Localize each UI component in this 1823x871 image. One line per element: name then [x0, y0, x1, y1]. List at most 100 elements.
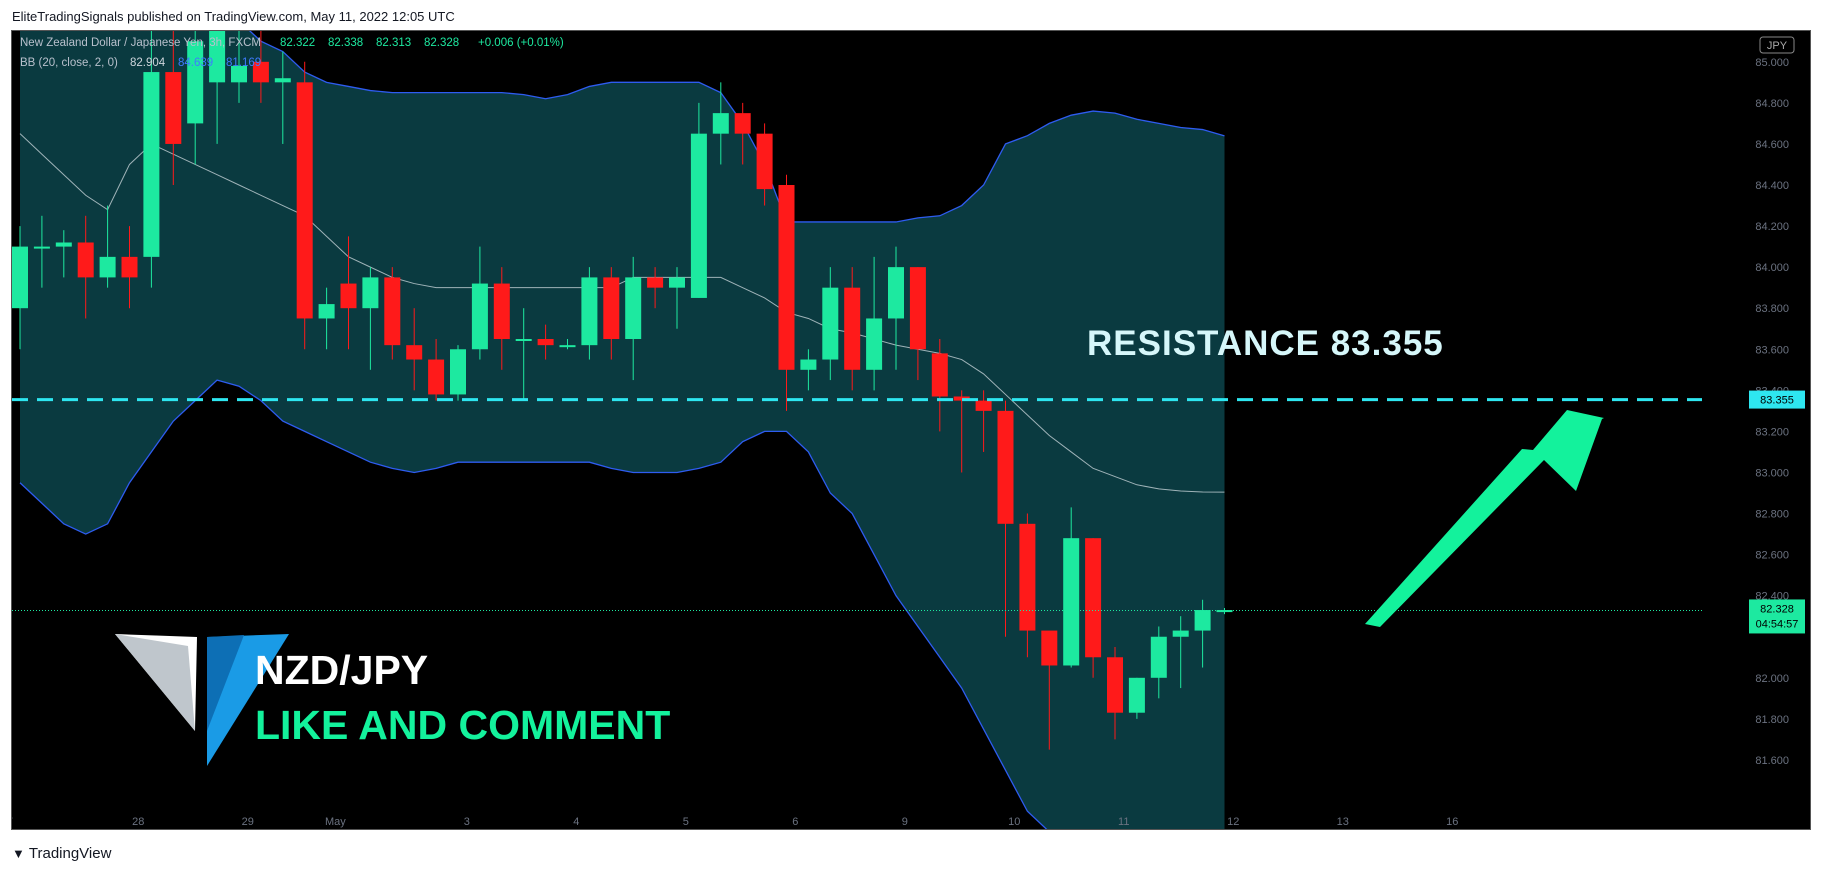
resistance-label: RESISTANCE 83.355 — [1087, 324, 1444, 363]
bollinger-band — [19, 31, 1225, 829]
candle-down — [997, 410, 1014, 524]
candle-down — [121, 256, 138, 278]
candle-down — [384, 277, 401, 346]
chart-frame[interactable]: 85.000 84.800 84.600 84.400 84.200 84.000 83.8… — [11, 30, 1811, 830]
candle-up — [471, 283, 488, 350]
candle-down — [406, 345, 423, 360]
candle-up — [99, 256, 116, 278]
candle-down — [77, 242, 94, 278]
price-tick-label: 82.000 — [1755, 673, 1789, 685]
candle-up — [1172, 630, 1189, 637]
price-tick-label: 84.200 — [1755, 221, 1789, 233]
candle-down — [603, 277, 620, 339]
pair-title: NZD/JPY — [255, 647, 428, 693]
price-tick-label: 83.600 — [1755, 344, 1789, 356]
like-comment-cta: LIKE AND COMMENT — [255, 702, 670, 748]
candle-down — [296, 82, 313, 319]
candle-down — [1107, 657, 1123, 713]
candle-down — [953, 396, 970, 401]
bb-upper-line — [248, 31, 1225, 223]
last-price-badge-label: 82.328 — [1760, 603, 1794, 615]
bb-lower-line — [19, 379, 1048, 829]
candle-down — [428, 359, 445, 395]
candle-up — [712, 113, 729, 134]
time-axis[interactable]: 27 28 29 May 3 4 5 6 9 10 11 12 13 16 — [12, 816, 1458, 828]
bb-band-fill — [20, 31, 1225, 829]
candle-down — [909, 267, 926, 350]
candle-up — [800, 359, 817, 370]
price-tick-label: 84.400 — [1755, 180, 1789, 192]
tradingview-brand[interactable]: ▼ TradingView — [12, 845, 111, 862]
bb-basis-value: 82.904 — [130, 57, 166, 69]
candle-up — [1063, 538, 1080, 666]
candle-up — [1216, 610, 1233, 613]
candle-up — [12, 246, 28, 309]
bb-indicator-label[interactable]: BB (20, close, 2, 0) — [20, 57, 118, 69]
resistance-price-badge — [1749, 390, 1805, 409]
footer: ▼ TradingView — [0, 836, 1823, 871]
bb-lower-value: 81.169 — [226, 57, 261, 69]
price-tick-label: 83.200 — [1755, 426, 1789, 438]
price-tick-label: 83.000 — [1755, 467, 1789, 479]
time-tick-label: 27 — [12, 816, 13, 828]
elite-logo — [115, 634, 289, 766]
price-chart[interactable]: 85.000 84.800 84.600 84.400 84.200 84.000 83.8… — [12, 31, 1811, 830]
time-tick-label: 3 — [464, 816, 470, 828]
candle-up — [143, 72, 160, 257]
ohlc-change: +0.006 (+0.01%) — [478, 37, 564, 49]
time-tick-label: 28 — [132, 816, 144, 828]
resistance-price-badge-label: 83.355 — [1760, 395, 1794, 407]
candle-up — [209, 31, 226, 83]
time-tick-label: 10 — [1008, 816, 1020, 828]
candle-down — [340, 283, 357, 309]
candle-up — [274, 78, 291, 83]
time-tick-label: May — [325, 816, 346, 828]
publish-info: EliteTradingSignals published on Trading… — [12, 9, 455, 24]
symbol-label[interactable]: New Zealand Dollar / Japanese Yen, 3h, F… — [20, 37, 261, 49]
target-arrow-icon — [1365, 410, 1604, 627]
candle-down — [537, 339, 554, 346]
tradingview-brand-label: TradingView — [28, 845, 112, 862]
price-tick-label: 82.600 — [1755, 550, 1789, 562]
time-tick-label: 11 — [1118, 816, 1129, 828]
candle-up — [866, 318, 883, 370]
candle-up — [690, 133, 707, 298]
candle-up — [581, 277, 598, 346]
candle-up — [822, 287, 839, 360]
candle-up — [231, 65, 247, 83]
candle-up — [1194, 610, 1211, 631]
price-tick-label: 81.600 — [1755, 755, 1789, 767]
time-tick-label: 29 — [242, 816, 254, 828]
tradingview-logo-icon: ▼ — [12, 846, 25, 861]
bb-basis-line — [19, 133, 1225, 493]
bb-upper-value: 84.639 — [178, 57, 213, 69]
time-tick-label: 5 — [683, 816, 689, 828]
last-price-badge — [1749, 599, 1805, 634]
candle-up — [1128, 677, 1145, 713]
candle-down — [1085, 538, 1102, 658]
ohlc-close: 82.328 — [424, 37, 459, 49]
ohlc-high: 82.338 — [328, 37, 363, 49]
candle-up — [187, 41, 204, 124]
currency-badge-label: JPY — [1767, 40, 1788, 52]
candle-down — [756, 133, 773, 190]
price-tick-label: 84.600 — [1755, 139, 1789, 151]
currency-badge[interactable]: JPY — [1759, 36, 1795, 54]
price-tick-label: 82.800 — [1755, 509, 1789, 521]
candle-down — [778, 185, 795, 370]
candle-up — [515, 339, 532, 341]
candle-up — [888, 267, 904, 319]
candle-down — [734, 113, 751, 134]
candle-down — [647, 277, 664, 288]
candle-down — [931, 353, 948, 397]
time-tick-label: 12 — [1227, 816, 1239, 828]
price-axis[interactable]: 85.000 84.800 84.600 84.400 84.200 84.000 83.8… — [1749, 57, 1805, 767]
time-tick-label: 9 — [902, 816, 908, 828]
price-tick-label: 83.800 — [1755, 303, 1789, 315]
candle-up — [559, 345, 576, 348]
ohlc-low: 82.313 — [376, 37, 411, 49]
candle-down — [1019, 523, 1036, 631]
price-tick-label: 85.000 — [1755, 57, 1789, 69]
ohlc-open: 82.322 — [280, 37, 315, 49]
candle-down — [165, 72, 182, 144]
